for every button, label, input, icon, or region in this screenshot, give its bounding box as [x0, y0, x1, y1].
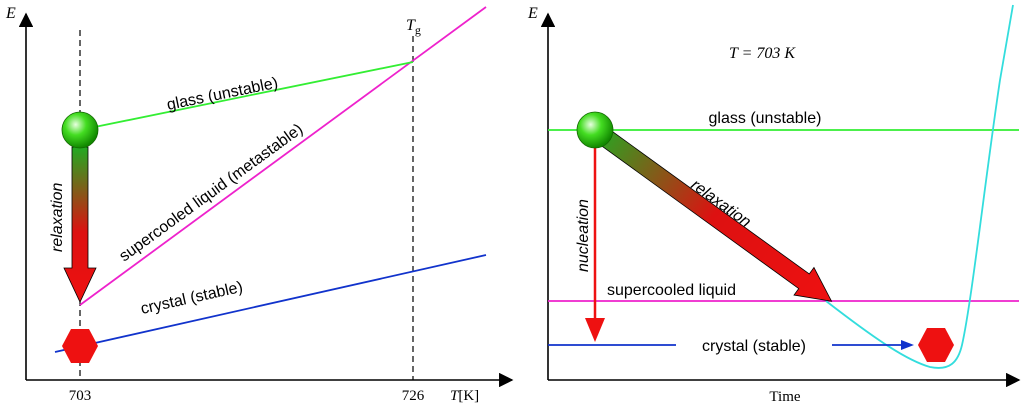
left-x-var: T [450, 388, 460, 404]
tg-sub: g [415, 23, 421, 37]
crystal-hexagon-right [918, 328, 954, 362]
left-y-axis-label: E [5, 5, 16, 22]
supercooled-liquid-line-left [79, 6, 487, 306]
glass-ball-left [61, 111, 99, 149]
liquid-label-right: supercooled liquid [607, 282, 736, 299]
crystal-label-right: crystal (stable) [702, 338, 806, 355]
crystal-arrowhead-right [901, 340, 914, 350]
right-panel: E Time T = 703 K glass (unstable) superc… [527, 4, 1021, 405]
crystal-line-left [54, 254, 487, 353]
left-panel: E 703 726 T[K] Tg glass (unstable) super… [5, 5, 514, 404]
nucleation-arrowhead [585, 318, 605, 342]
glass-ball-right [576, 111, 614, 149]
nucleation-label: nucleation [575, 199, 592, 272]
relaxation-label-left: relaxation [49, 183, 66, 252]
left-x-unit: [K] [458, 388, 479, 404]
tg-var: T [406, 17, 416, 34]
glass-line-left [79, 61, 414, 131]
right-x-axis-label: Time [769, 389, 800, 405]
relaxation-arrow-left [63, 146, 97, 303]
tg-label: Tg [406, 17, 421, 37]
left-x-axis-label: T[K] [450, 388, 479, 404]
right-y-axis-label: E [527, 5, 538, 22]
energy-curve [825, 4, 1014, 369]
relaxation-arrow-right [589, 122, 833, 302]
tick-726: 726 [402, 388, 425, 404]
tick-703: 703 [69, 388, 92, 404]
temperature-note: T = 703 K [729, 45, 796, 62]
glass-label-right: glass (unstable) [709, 110, 822, 127]
crystal-hexagon-left [62, 329, 98, 363]
glass-label-left: glass (unstable) [165, 75, 279, 114]
liquid-label-left: supercooled liquid (metastable) [116, 121, 306, 265]
